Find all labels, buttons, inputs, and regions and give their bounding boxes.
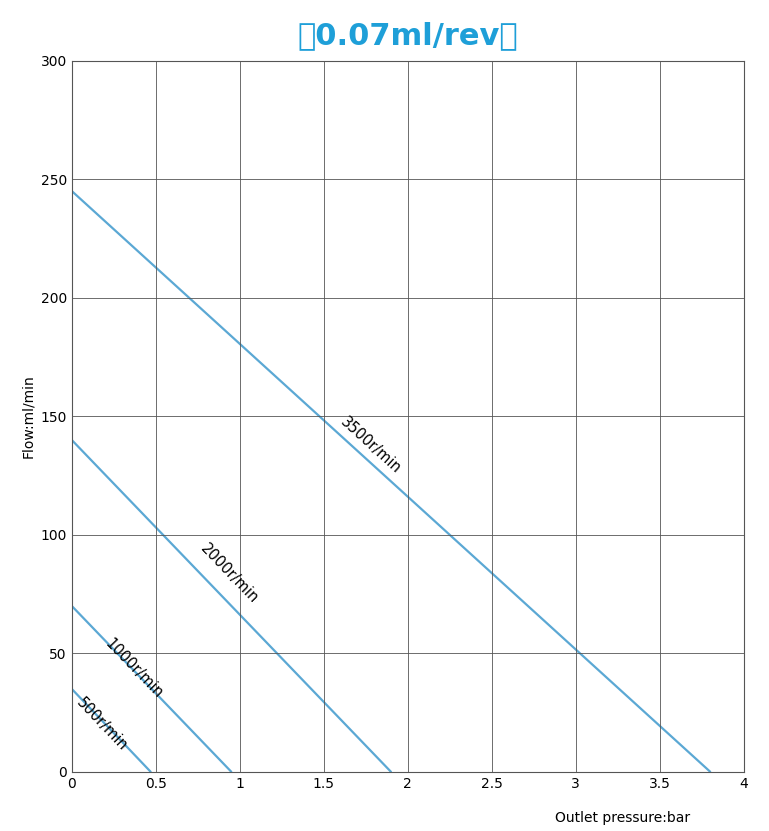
- Title: 【0.07ml/rev】: 【0.07ml/rev】: [298, 21, 518, 50]
- Y-axis label: Flow:ml/min: Flow:ml/min: [21, 374, 35, 458]
- Text: 3500r/min: 3500r/min: [337, 415, 404, 477]
- X-axis label: Outlet pressure:bar: Outlet pressure:bar: [555, 811, 691, 825]
- Text: 1000r/min: 1000r/min: [102, 636, 165, 701]
- Text: 500r/min: 500r/min: [73, 695, 130, 754]
- Text: 2000r/min: 2000r/min: [198, 541, 261, 607]
